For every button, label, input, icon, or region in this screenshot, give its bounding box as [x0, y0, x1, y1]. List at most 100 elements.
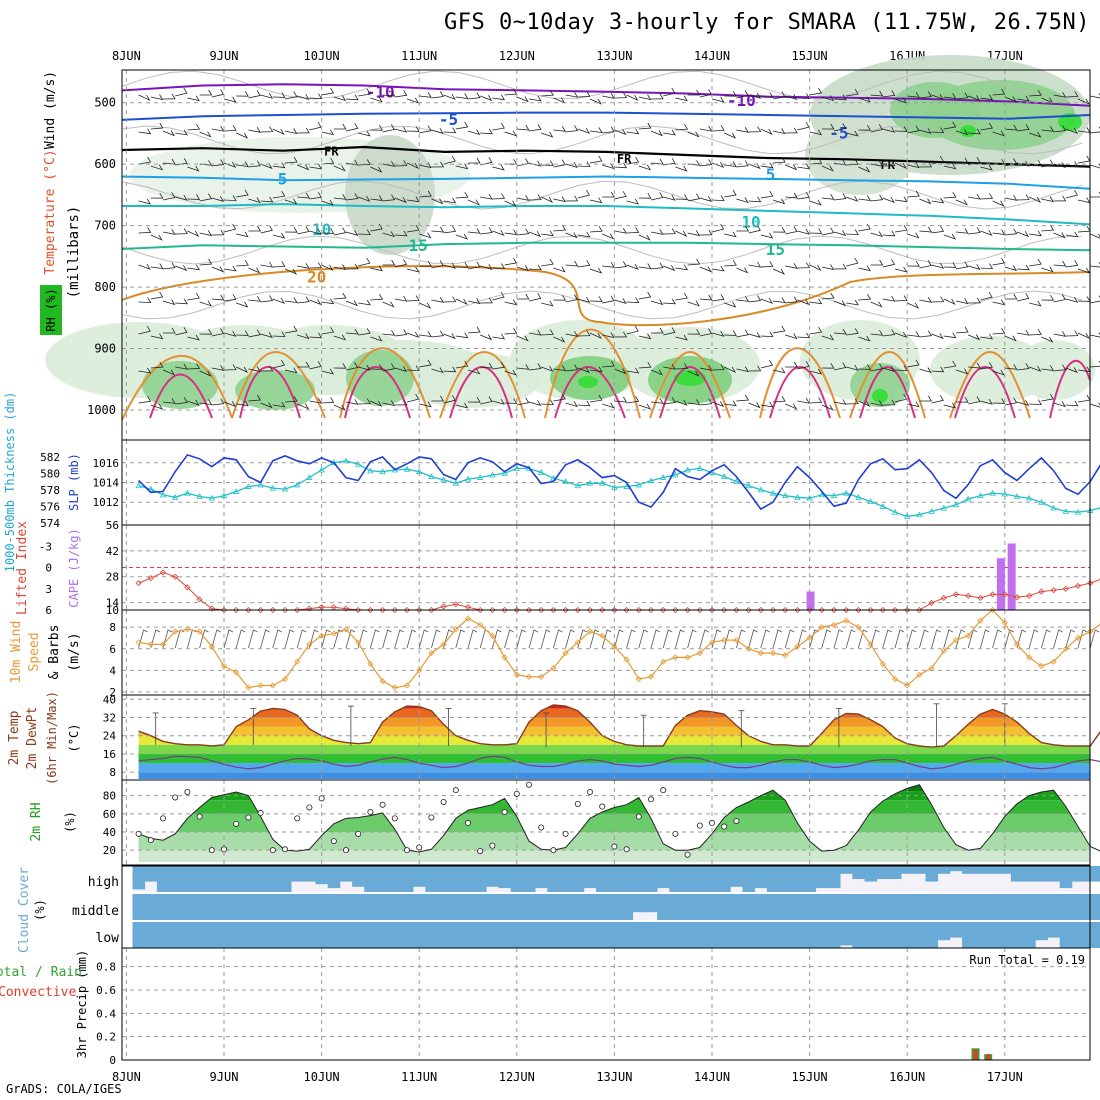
- dewpoint-line: [138, 755, 1100, 770]
- wind-barb: [321, 368, 335, 375]
- wind-barb: [980, 333, 994, 340]
- wind-barb: [955, 368, 969, 375]
- wind-barb: [711, 195, 725, 202]
- cloud-bar-low: [962, 922, 975, 948]
- rh-band: [138, 800, 1090, 814]
- rh-point: [574, 800, 581, 807]
- wind-barb: [589, 296, 603, 302]
- rh-point: [709, 819, 716, 826]
- wind-barb: [1053, 260, 1067, 267]
- rh-point: [452, 787, 459, 794]
- cloud-bar-middle: [937, 894, 951, 920]
- wind-barb: [760, 190, 774, 199]
- cloud-bar-low: [779, 922, 792, 948]
- wind-barb: [736, 127, 750, 133]
- grads-credit: GrADS: COLA/IGES: [6, 1082, 122, 1096]
- lifted-index-point: [428, 606, 435, 614]
- cloud-bar-high: [571, 866, 585, 892]
- cloud-bar-middle: [278, 894, 292, 920]
- cloud-bar-middle: [571, 894, 585, 920]
- wind-barb: [394, 259, 408, 268]
- wind-tick-label: 6: [109, 643, 116, 656]
- wind-barb: [797, 192, 810, 200]
- thickness-point: [1038, 498, 1045, 505]
- meteogram-title: GFS 0~10day 3-hourly for SMARA (11.75W, …: [443, 10, 1090, 35]
- cloud-bar-high: [596, 866, 609, 892]
- wind-barb: [894, 266, 908, 273]
- lifted-index-tick-label: -3: [39, 540, 52, 553]
- cloud-bar-high: [144, 866, 158, 882]
- pressure-tick-label: 900: [94, 342, 116, 356]
- lifted-index-point: [843, 606, 850, 614]
- wind-barb: [858, 400, 871, 408]
- wind-barb: [333, 264, 347, 271]
- wind-barb: [589, 394, 603, 403]
- wind-speed-point: [379, 678, 386, 685]
- wind-barb: [577, 260, 591, 268]
- wind-barb: [724, 301, 737, 308]
- wind-barb: [492, 193, 506, 200]
- thickness-tick-label: 574: [40, 517, 60, 530]
- wind-barb: [833, 328, 847, 335]
- thickness-axis-label: 1000-500mb Thickness (dm): [3, 392, 17, 573]
- wind-barb: [284, 367, 298, 374]
- precip-tick-label: 0.4: [96, 1007, 116, 1020]
- cloud-bar-low: [632, 922, 646, 948]
- cloud-bar-high: [888, 866, 902, 879]
- wind-barb: [1053, 294, 1066, 303]
- surface-wind-barb: [772, 629, 783, 649]
- wind-barb: [309, 121, 322, 131]
- rh-point: [135, 830, 142, 837]
- thickness-point: [294, 481, 301, 488]
- wind-barb: [211, 229, 225, 236]
- surface-wind-barb: [1028, 629, 1039, 649]
- cloud-bar-middle: [998, 894, 1012, 920]
- cloud-bar-high: [949, 866, 963, 872]
- cloud-bar-middle: [547, 894, 560, 920]
- wind-barb: [1016, 231, 1030, 238]
- wind-barb: [175, 298, 188, 305]
- wind-barb: [797, 93, 811, 100]
- thickness-point: [928, 508, 935, 514]
- wind-barb: [943, 233, 957, 240]
- wind-barb: [138, 198, 152, 205]
- temp-band: [138, 717, 1090, 727]
- cloud-bar-high: [840, 866, 853, 874]
- rh-bands: [138, 784, 1090, 862]
- wind-barb: [711, 125, 725, 132]
- wind-barb: [858, 96, 871, 103]
- thickness-point: [318, 466, 325, 473]
- wind-barb: [187, 264, 201, 271]
- cloud-bar-high: [742, 866, 756, 892]
- wind-barb: [455, 163, 469, 170]
- wind-speed-point: [220, 662, 228, 670]
- wind-barb: [272, 331, 286, 338]
- wind-barb: [650, 398, 664, 404]
- surface-wind-barb: [675, 629, 685, 649]
- wind-barb: [1004, 96, 1017, 103]
- day-label-top: 8JUN: [112, 49, 141, 63]
- cloud-bar-middle: [400, 894, 414, 920]
- cloud-bar-low: [657, 922, 670, 948]
- isotherm--10: [121, 83, 1091, 107]
- pressure-tick-label: 600: [94, 157, 116, 171]
- precip-tick-label: 0.2: [96, 1031, 116, 1044]
- wind-barb: [1065, 260, 1079, 268]
- wind-axis-label-4: (m/s): [67, 632, 82, 671]
- wind-barb: [955, 92, 969, 100]
- lifted-index-point: [489, 606, 496, 614]
- wind-barb: [382, 400, 396, 407]
- wind-barb: [138, 367, 152, 374]
- thickness-point: [916, 511, 923, 518]
- cloud-bar-middle: [583, 894, 597, 920]
- wind-barb: [541, 399, 554, 406]
- rh-shading: [872, 389, 888, 403]
- cloud-bar-middle: [425, 894, 438, 920]
- rh-shading: [930, 336, 1050, 404]
- day-label-bottom: 16JUN: [889, 1070, 925, 1084]
- wind-barb: [760, 92, 774, 98]
- cloud-bar-high: [522, 866, 536, 892]
- wind-barb: [1090, 126, 1100, 134]
- thickness-point: [904, 513, 911, 519]
- temp-band: [138, 726, 1090, 736]
